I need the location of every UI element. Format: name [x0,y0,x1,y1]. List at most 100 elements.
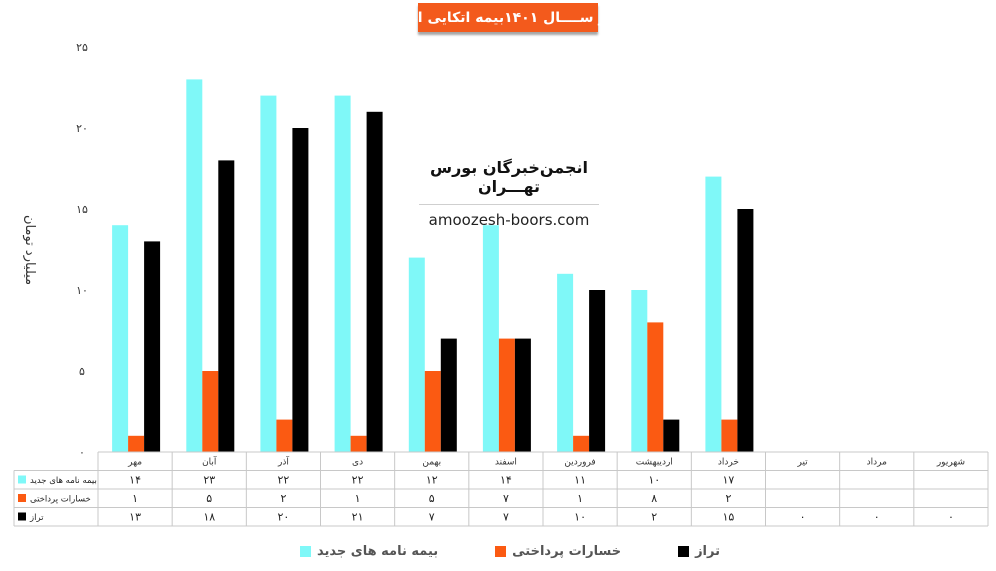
category-label: تیر [796,458,808,468]
table-cell: ۱۵ [723,511,735,524]
category-label: شهریور [936,458,965,468]
y-axis-ticks: ۰ ۵ ۱۰ ۱۵ ۲۰ ۲۵ [76,41,88,459]
table-cell: ۱۰ [648,474,660,487]
legend-label-claims-paid: خسارات پرداختی [512,543,622,559]
watermark: انجمن‌خبرگان بورس تهـــران amoozesh-boor… [419,158,599,229]
table-cell: ۵ [429,492,435,505]
table-row-swatch [18,494,26,502]
table-row-label: خسارات پرداختی [30,495,91,505]
chart-title: تراز ســــال ۱۴۰۱بیمه اتکایی امین [390,9,626,26]
legend-item-new-policies: بیمه نامه های جدید [300,544,438,559]
bar [218,160,235,452]
table-cell: ۲۲ [352,474,364,487]
table-cell: ۵ [206,492,212,505]
table-cell: ۷ [503,511,509,524]
category-label: اسفند [495,458,517,468]
table-cell: ۸ [651,492,657,505]
bar [128,435,145,452]
bar [334,95,351,452]
bar [557,273,574,452]
bar [366,111,383,453]
table-cell: ۰ [800,511,806,524]
table-cell: ۱۸ [203,511,215,524]
bar [292,128,309,452]
category-label: آبان [202,456,217,468]
table-cell: ۲۱ [352,511,364,524]
bar [350,435,367,452]
bars [112,79,754,453]
data-table: مهر آبان آذر دی بهمن اسفند فروردین اردیبهشت خردا… [13,451,989,527]
legend: بیمه نامه های جدید خسارات پرداختی تراز [300,540,720,562]
category-label: مهر [127,458,142,468]
category-label: دی [352,458,363,468]
table-cell: ۱۳ [129,511,141,524]
bar [737,209,754,452]
table-cell: ۱ [132,492,138,505]
table-cell: ۱۱ [574,474,586,487]
table-cell: ۲ [280,492,286,505]
legend-swatch-new-policies [300,545,311,557]
bar [482,225,499,452]
y-tick-label: ۱۰ [76,284,88,297]
bar [440,338,457,452]
table-cell: ۱ [577,492,583,505]
y-tick-label: ۵ [79,365,85,378]
table-cell: ۱۴ [129,474,141,487]
table-cell: ۱۴ [500,474,512,487]
bar [202,371,219,452]
bar [424,371,441,452]
watermark-name: انجمن‌خبرگان بورس تهـــران [419,158,599,205]
y-tick-label: ۲۵ [76,41,88,54]
table-cell: ۰ [874,511,880,524]
bar [573,435,590,452]
table-row-swatch [18,475,26,484]
table-cell: ۱۲ [426,474,438,487]
bar [260,95,277,452]
table-row-swatch [18,512,26,521]
table-cell: ۲ [725,492,731,505]
category-label: آذر [277,456,289,468]
bar [144,241,161,452]
bar [514,338,531,452]
table-cell: ۱۰ [574,511,586,524]
bar [408,257,425,452]
watermark-site: amoozesh-boors.com [428,211,590,229]
table-cell: ۰ [948,511,954,524]
chart-title-box: تراز ســــال ۱۴۰۱بیمه اتکایی امین [391,3,625,32]
bar [589,290,606,452]
table-cell: ۲۰ [278,511,290,524]
legend-item-claims-paid: خسارات پرداختی [495,544,621,559]
y-tick-label: ۱۵ [76,203,88,216]
legend-item-balance: تراز [678,544,720,559]
bar [631,290,648,452]
category-label: مرداد [867,458,887,468]
bar [705,176,722,452]
bar [498,338,515,452]
bar [721,419,738,452]
y-tick-label: ۰ [79,446,85,459]
category-label: بهمن [422,458,441,468]
table-row-label: بیمه نامه های جدید [30,476,97,486]
y-axis-label: میلیارد تومان [22,215,37,285]
bar [276,419,293,452]
table-row-label: تراز [29,513,44,523]
category-label: فروردین [564,458,595,468]
bar [112,225,129,452]
bar [186,79,203,453]
table-cell: ۷ [503,492,509,505]
legend-label-balance: تراز [695,543,720,559]
y-tick-label: ۲۰ [76,122,88,135]
table-cell: ۱۷ [723,474,735,487]
table-cell: ۷ [429,511,435,524]
legend-swatch-balance [678,545,690,557]
table-cell: ۲۲ [278,474,290,487]
table-cell: ۱ [355,492,361,505]
category-label: اردیبهشت [636,458,673,468]
table-cell: ۲ [651,511,657,524]
legend-swatch-claims-paid [495,545,507,557]
bar [663,419,680,452]
bar [647,322,664,452]
category-label: خرداد [718,458,739,468]
legend-label-new-policies: بیمه نامه های جدید [317,543,439,559]
